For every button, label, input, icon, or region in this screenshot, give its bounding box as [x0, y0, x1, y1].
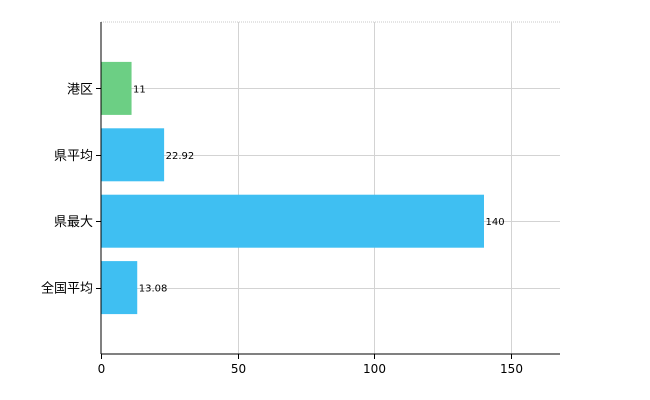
x-tick-label: 0: [98, 362, 106, 376]
x-axis-ticks: 0 50 100 150: [98, 354, 523, 376]
data-labels: 11 22.92 140 13.08: [133, 84, 505, 294]
data-label: 11: [133, 84, 146, 95]
bar: [101, 128, 165, 182]
data-label: 13.08: [139, 284, 168, 295]
bar: [101, 261, 138, 315]
axes: [100, 22, 560, 355]
x-tick-label: 100: [363, 362, 386, 376]
x-tick-label: 150: [500, 362, 523, 376]
bar: [101, 61, 132, 115]
data-label: 140: [486, 217, 505, 228]
category-label: 全国平均: [41, 281, 93, 297]
category-label: 県平均: [54, 149, 93, 164]
bars: [101, 61, 484, 315]
gridlines: [101, 21, 560, 354]
data-label: 22.92: [166, 151, 195, 162]
bar: [101, 194, 484, 248]
x-tick-label: 50: [231, 362, 246, 376]
category-label: 港区: [67, 82, 93, 97]
category-label: 県最大: [54, 215, 93, 230]
